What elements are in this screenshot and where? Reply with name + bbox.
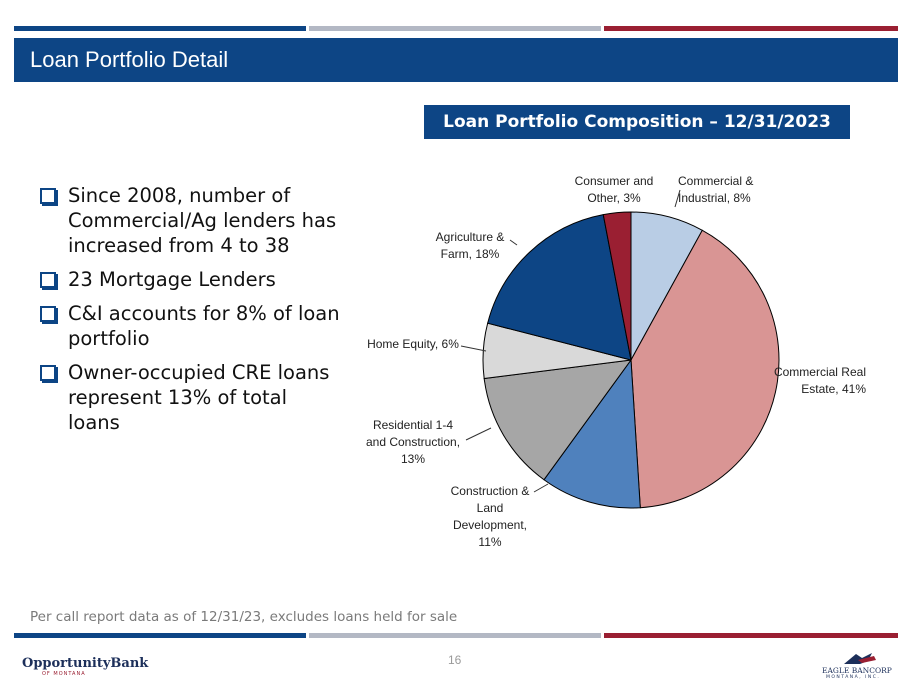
checkbox-bullet-icon	[40, 272, 56, 288]
pie-slice	[487, 214, 632, 361]
bullet-item: 23 Mortgage Lenders	[40, 267, 340, 292]
pie-slice	[630, 229, 780, 509]
bullet-text: C&I accounts for 8% of loan portfolio	[68, 302, 340, 350]
slice-label: Agriculture & Farm, 18%	[436, 230, 505, 261]
page-title: Loan Portfolio Detail	[30, 47, 229, 72]
opportunity-bank-logo: OpportunityBank OF MONTANA	[22, 656, 148, 677]
title-bar: Loan Portfolio Detail	[14, 38, 898, 82]
bullet-item: Owner-occupied CRE loans represent 13% o…	[40, 360, 340, 435]
eagle-bancorp-logo: EAGLE BANCORP MONTANA, INC.	[822, 652, 902, 680]
logo-right-name: EAGLE BANCORP	[822, 666, 892, 675]
logo-left-name: OpportunityBank	[22, 656, 149, 671]
checkbox-bullet-icon	[40, 306, 56, 322]
footnote: Per call report data as of 12/31/23, exc…	[30, 609, 458, 625]
checkbox-bullet-icon	[40, 188, 56, 204]
logo-right-sub: MONTANA, INC.	[826, 675, 881, 680]
pie-slice	[543, 358, 641, 509]
slice-label: Consumer and Other, 3%	[575, 174, 654, 205]
pie-slice	[483, 359, 633, 481]
eagle-flag-icon	[844, 653, 876, 664]
top-stripe-navy	[14, 26, 306, 31]
top-stripe-gray	[309, 26, 601, 31]
leader-line	[460, 345, 487, 352]
page-number: 16	[448, 653, 462, 667]
checkbox-bullet-icon	[40, 365, 56, 381]
slice-label: Home Equity, 6%	[367, 337, 459, 351]
chart-title-box: Loan Portfolio Composition – 12/31/2023	[424, 105, 850, 139]
bullet-item: C&I accounts for 8% of loan portfolio	[40, 301, 340, 351]
pie-slice	[602, 211, 632, 361]
bullet-list: Since 2008, number of Commercial/Ag lend…	[40, 183, 340, 444]
leader-line	[533, 483, 549, 493]
logo-left-sub: OF MONTANA	[42, 671, 86, 677]
slice-label: Construction & Land Development, 11%	[451, 484, 530, 549]
slice-label: Residential 1-4 and Construction, 13%	[366, 418, 460, 466]
slice-label: Commercial Real Estate, 41%	[774, 365, 866, 396]
leader-line	[674, 189, 681, 208]
chart-title: Loan Portfolio Composition – 12/31/2023	[443, 112, 831, 132]
slice-label: Commercial & Industrial, 8%	[678, 174, 753, 205]
bullet-item: Since 2008, number of Commercial/Ag lend…	[40, 183, 340, 258]
top-stripe-red	[604, 26, 898, 31]
leader-line	[465, 427, 492, 441]
leader-line	[509, 239, 518, 246]
bullet-text: Owner-occupied CRE loans represent 13% o…	[68, 361, 330, 434]
bullet-text: Since 2008, number of Commercial/Ag lend…	[68, 184, 337, 257]
bottom-stripe-red	[604, 633, 898, 638]
bullet-text: 23 Mortgage Lenders	[68, 268, 276, 291]
bottom-stripe-navy	[14, 633, 306, 638]
bottom-stripe-gray	[309, 633, 601, 638]
